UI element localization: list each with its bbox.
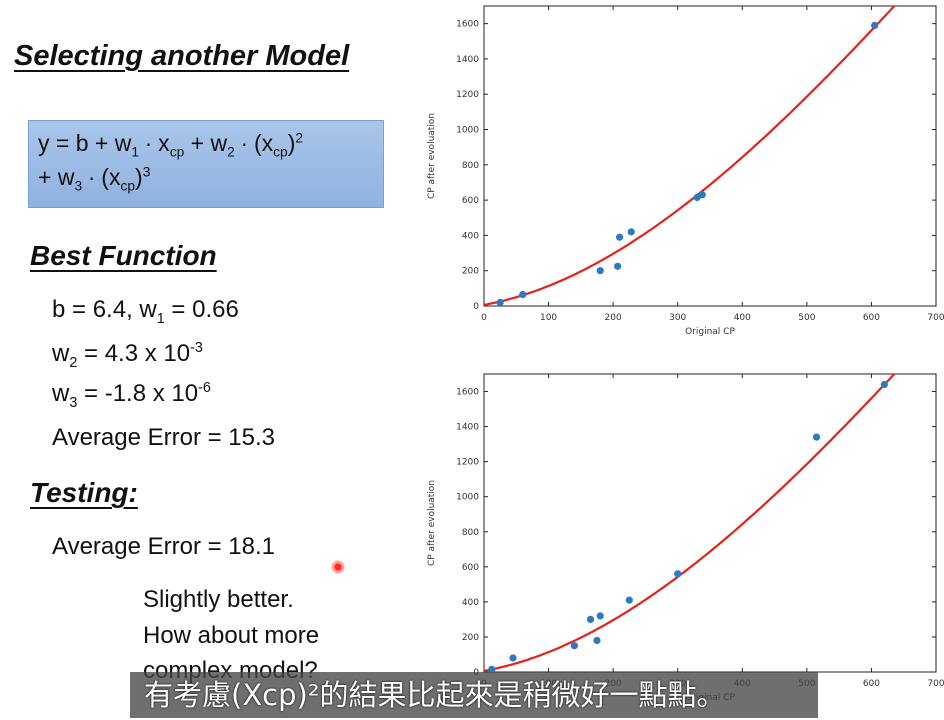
y-tick-label: 600	[462, 563, 479, 573]
param-w2: w2 = 4.3 x 10-3	[52, 340, 203, 371]
fit-curve	[484, 374, 896, 672]
y-tick-label: 1000	[456, 493, 479, 503]
x-axis-label: Original CP	[685, 327, 735, 337]
x-tick-label: 0	[481, 313, 487, 323]
data-point	[596, 612, 604, 620]
data-point	[593, 636, 601, 645]
y-tick-label: 400	[462, 598, 479, 608]
fit-curve	[484, 6, 896, 306]
training-average-error: Average Error = 15.3	[52, 424, 276, 451]
y-axis-label: CP after evoluation	[427, 480, 437, 566]
formula-line-2: + w3 ∙ (xcp)3	[38, 164, 151, 194]
data-point	[627, 228, 635, 236]
y-tick-label: 0	[473, 302, 479, 312]
data-point	[496, 298, 504, 307]
testing-heading: Testing:	[30, 477, 138, 508]
best-function-heading: Best Function	[30, 240, 217, 271]
y-tick-label: 200	[462, 633, 479, 643]
data-point	[488, 665, 496, 673]
formula-line-1: y = b + w1 ∙ xcp + w2 ∙ (xcp)2	[38, 130, 304, 160]
data-point	[616, 233, 624, 241]
x-tick-label: 600	[863, 679, 880, 689]
y-tick-label: 400	[462, 231, 479, 241]
data-point	[586, 615, 595, 624]
data-point	[519, 290, 527, 299]
training-scatter-chart: 0 100 200 300 400 500 600 700 0 200 400 600 800 1000 1…	[427, 5, 944, 337]
formula-box	[28, 120, 384, 208]
data-point	[674, 570, 682, 578]
y-tick-label: 1200	[456, 458, 479, 468]
note-line-1: Slightly better.	[143, 586, 294, 613]
x-tick-label: 400	[734, 313, 751, 323]
plot-area	[483, 5, 937, 307]
data-point	[625, 596, 633, 604]
data-point	[880, 380, 888, 389]
testing-scatter-chart: 0100200300400500600700020040060080010001…	[427, 373, 944, 703]
y-axis-label: CP after evoluation	[427, 113, 437, 199]
y-tick-label: 800	[462, 528, 479, 538]
data-point	[509, 654, 517, 662]
y-tick-label: 1400	[456, 55, 479, 65]
note-line-2: How about more	[143, 622, 320, 649]
data-point	[871, 21, 879, 30]
y-tick-label: 1000	[456, 126, 479, 136]
y-tick-label: 1600	[456, 388, 479, 398]
x-tick-label: 700	[927, 313, 944, 323]
y-tick-label: 800	[462, 161, 479, 171]
y-tick-label: 200	[462, 267, 479, 277]
x-tick-label: 100	[540, 313, 557, 323]
param-w3: w3 = -1.8 x 10-6	[52, 380, 211, 411]
y-tick-label: 1400	[456, 423, 479, 433]
x-tick-label: 300	[669, 313, 686, 323]
plot-area	[483, 373, 937, 673]
x-tick-label: 200	[605, 313, 622, 323]
laser-pointer	[331, 560, 345, 574]
testing-average-error: Average Error = 18.1	[52, 533, 276, 560]
x-tick-label: 500	[798, 313, 815, 323]
y-tick-label: 600	[462, 196, 479, 206]
y-tick-label: 1600	[456, 20, 479, 30]
data-point	[812, 433, 821, 441]
x-tick-label: 700	[927, 679, 944, 689]
data-point	[614, 262, 622, 270]
x-tick-label: 600	[863, 313, 880, 323]
video-subtitle: 有考慮(Xcp)²的結果比起來是稍微好一點點。	[130, 672, 818, 718]
data-point	[596, 267, 604, 275]
data-point	[698, 191, 706, 199]
param-b-w1: b = 6.4, w1 = 0.66	[52, 296, 239, 327]
data-point	[570, 642, 578, 650]
y-tick-label: 1200	[456, 90, 479, 100]
slide-title: Selecting another Model	[14, 40, 350, 72]
